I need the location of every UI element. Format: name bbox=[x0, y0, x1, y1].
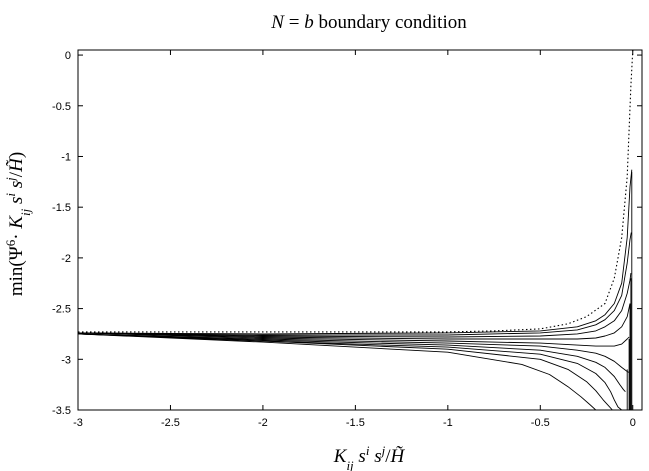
series-line-4 bbox=[78, 303, 631, 340]
x-tick-label: -2 bbox=[258, 417, 268, 429]
x-tick-label: -1.5 bbox=[346, 417, 365, 429]
chart-title: N = b boundary condition bbox=[270, 12, 467, 33]
x-tick-label: 0 bbox=[630, 417, 636, 429]
series-line-7 bbox=[78, 333, 626, 393]
y-tick-label: -2 bbox=[61, 253, 71, 265]
x-axis-label: Kij si sj/H̃ bbox=[333, 443, 406, 471]
y-tick-label: -1 bbox=[61, 151, 71, 163]
x-tick-label: -2.5 bbox=[161, 417, 180, 429]
series-line-3 bbox=[78, 273, 632, 338]
series-line-6 bbox=[78, 333, 630, 373]
series-line-10 bbox=[78, 333, 597, 410]
y-tick-label: 0 bbox=[65, 50, 71, 62]
y-tick-label: -1.5 bbox=[52, 202, 71, 214]
y-tick-label: -3.5 bbox=[52, 405, 71, 417]
series-line-2 bbox=[78, 232, 632, 336]
y-tick-label: -2.5 bbox=[52, 304, 71, 316]
series-line-9 bbox=[78, 333, 613, 410]
series-line-1 bbox=[78, 169, 633, 335]
plot-frame bbox=[77, 49, 643, 411]
series-line-5 bbox=[78, 332, 630, 347]
y-tick-label: -0.5 bbox=[52, 101, 71, 113]
x-tick-label: -3 bbox=[73, 417, 83, 429]
series-line-dotted bbox=[78, 50, 634, 333]
plot-area: -3 -2.5 -2 -1.5 -1 -0.5 00-0.5-1-1.5-2-2.5-3-3… bbox=[52, 49, 643, 429]
x-tick-label: -0.5 bbox=[531, 417, 550, 429]
x-tick-label: -1 bbox=[443, 417, 453, 429]
y-axis-label: min(Ψ6· Kij si sj/H̃) bbox=[3, 152, 33, 296]
y-tick-label: -3 bbox=[61, 354, 71, 366]
series-line-8 bbox=[78, 333, 622, 410]
